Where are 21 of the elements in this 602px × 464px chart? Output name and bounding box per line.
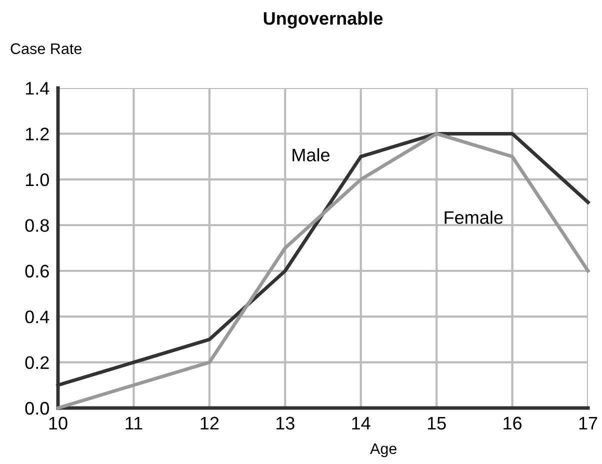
y-tick-label: 1.2 [26,128,49,140]
y-tick-label: 0.2 [25,356,49,370]
y-tick-label: 0.4 [25,310,50,324]
y-tick-label: 0.8 [25,219,49,232]
text: Female [444,210,503,224]
y-tick-label: 0.0 [25,402,49,415]
x-tick-label: 17 [579,416,598,430]
y-axis-title: Case Rate [10,43,82,54]
x-tick-label: 16 [504,416,522,430]
y-tick-label: 0.6 [25,264,49,278]
chart-title: Ungovernable [264,12,383,28]
y-tick-label: 1.0 [26,173,49,186]
x-tick-label: 11 [126,416,142,430]
x-tick-label: 10 [49,416,68,430]
x-axis-title: Age [370,443,396,458]
x-tick-label: 13 [276,416,294,430]
x-tick-label: 12 [200,416,219,430]
x-tick-label: 14 [352,416,370,430]
x-tick-label: 15 [428,416,446,430]
y-tick-label: 1.4 [26,82,50,95]
series-label: Male [292,148,330,162]
